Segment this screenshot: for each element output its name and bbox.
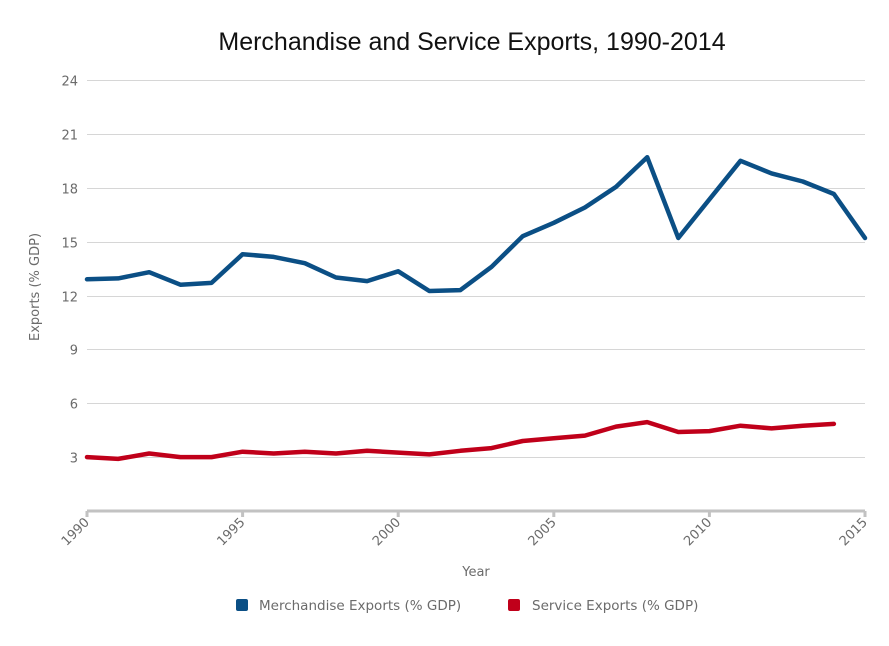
gridlines	[87, 80, 865, 458]
legend-label-service: Service Exports (% GDP)	[532, 598, 698, 614]
y-tick-label-12: 12	[61, 291, 78, 306]
legend: Merchandise Exports (% GDP) Service Expo…	[236, 598, 698, 614]
x-axis: 1990 1995 2000 2005 2010 2015	[59, 509, 871, 549]
x-tick-label-2005: 2005	[526, 515, 560, 549]
y-tick-label-18: 18	[61, 183, 78, 198]
y-tick-label-15: 15	[61, 237, 78, 252]
x-tick-label-2010: 2010	[681, 515, 715, 549]
chart-title: Merchandise and Service Exports, 1990-20…	[218, 28, 725, 56]
x-tick-label-1995: 1995	[214, 515, 248, 549]
legend-label-merchandise: Merchandise Exports (% GDP)	[259, 598, 461, 614]
x-tick-label-2015: 2015	[837, 515, 871, 549]
legend-item-merchandise[interactable]: Merchandise Exports (% GDP)	[236, 598, 461, 614]
y-axis-title: Exports (% GDP)	[28, 233, 43, 341]
x-axis-title: Year	[461, 565, 490, 580]
y-tick-label-9: 9	[70, 344, 78, 359]
x-tick-label-2000: 2000	[370, 515, 404, 549]
legend-swatch-service	[508, 599, 520, 611]
y-tick-label-6: 6	[70, 398, 78, 413]
y-axis-ticks: 3 6 9 12 15 18 21 24	[61, 75, 78, 467]
legend-item-service[interactable]: Service Exports (% GDP)	[508, 598, 698, 614]
series-line-service	[84, 419, 837, 462]
series-line-merchandise	[84, 154, 868, 294]
y-tick-label-24: 24	[61, 75, 78, 90]
y-tick-label-21: 21	[61, 129, 78, 144]
series-lines	[84, 154, 868, 462]
x-tick-label-1990: 1990	[59, 515, 93, 549]
y-tick-label-3: 3	[70, 452, 78, 467]
legend-swatch-merchandise	[236, 599, 248, 611]
